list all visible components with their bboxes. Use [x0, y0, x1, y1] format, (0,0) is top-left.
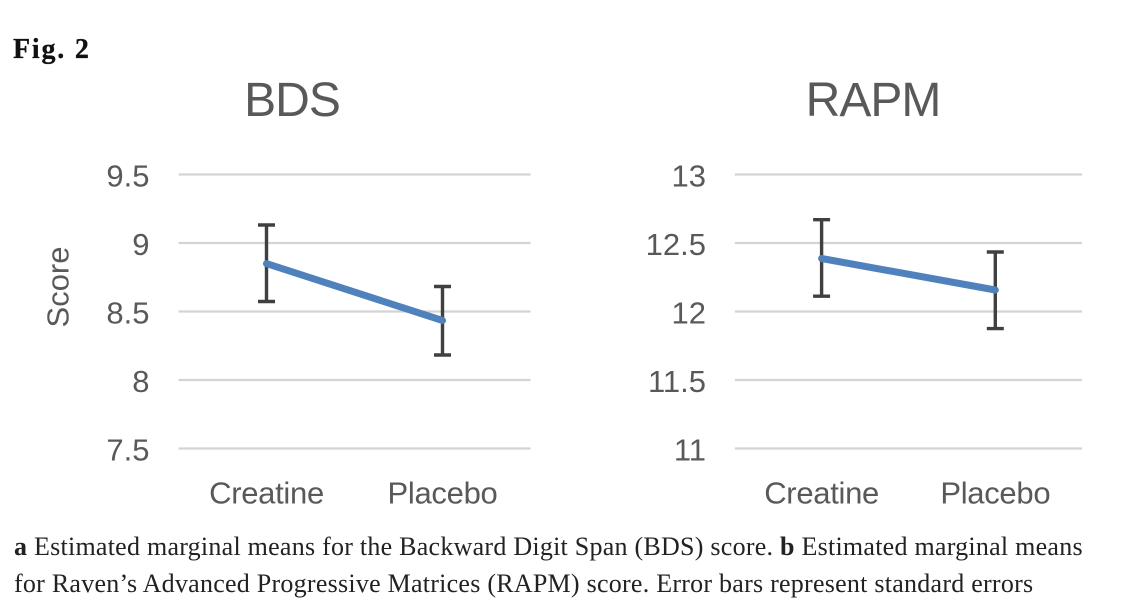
svg-text:13: 13 — [672, 158, 706, 193]
svg-text:12: 12 — [672, 295, 706, 330]
svg-text:11: 11 — [674, 432, 706, 467]
svg-text:12.5: 12.5 — [646, 227, 706, 262]
svg-text:Placebo: Placebo — [940, 475, 1050, 510]
svg-text:Creatine: Creatine — [209, 475, 324, 510]
svg-text:8.5: 8.5 — [106, 295, 149, 330]
svg-text:RAPM: RAPM — [806, 74, 941, 127]
svg-text:7.5: 7.5 — [106, 432, 149, 467]
svg-text:9: 9 — [132, 227, 149, 262]
svg-text:9.5: 9.5 — [106, 158, 149, 193]
svg-text:8: 8 — [132, 364, 149, 399]
svg-text:Placebo: Placebo — [388, 475, 498, 510]
svg-text:Creatine: Creatine — [764, 475, 879, 510]
svg-text:BDS: BDS — [244, 74, 340, 127]
svg-text:Score: Score — [41, 247, 76, 328]
svg-text:11.5: 11.5 — [648, 364, 706, 399]
